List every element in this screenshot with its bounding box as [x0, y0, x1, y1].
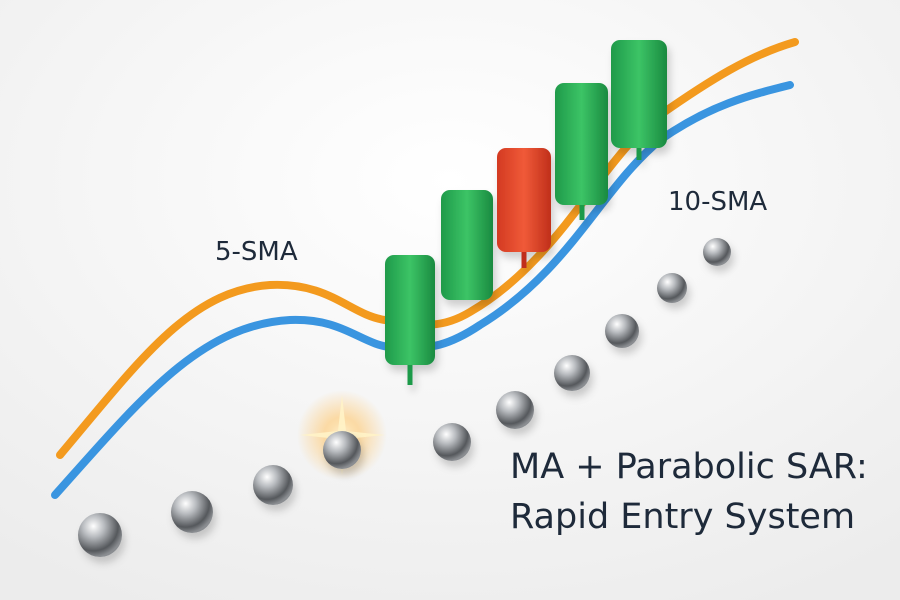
sar-dot	[496, 391, 534, 429]
sar-dot	[78, 513, 122, 557]
sar-dot	[171, 491, 213, 533]
sma5-label: 5-SMA	[215, 237, 298, 267]
candle-green	[385, 255, 435, 365]
sar-dot	[554, 355, 590, 391]
title-line: MA + Parabolic SAR:	[510, 447, 868, 487]
candle-green	[441, 190, 493, 300]
candle-green	[611, 40, 667, 148]
sar-dot	[323, 431, 361, 469]
sar-dot	[657, 273, 687, 303]
sar-dot	[703, 238, 731, 266]
candles	[385, 40, 667, 385]
candle-green	[555, 83, 608, 205]
candle-red	[497, 148, 551, 252]
sar-dot	[605, 314, 639, 348]
sar-dot	[253, 465, 293, 505]
sar-dot	[433, 423, 471, 461]
sar-dots	[78, 238, 731, 557]
title-line: Rapid Entry System	[510, 497, 855, 537]
sma10-label: 10-SMA	[668, 187, 767, 217]
